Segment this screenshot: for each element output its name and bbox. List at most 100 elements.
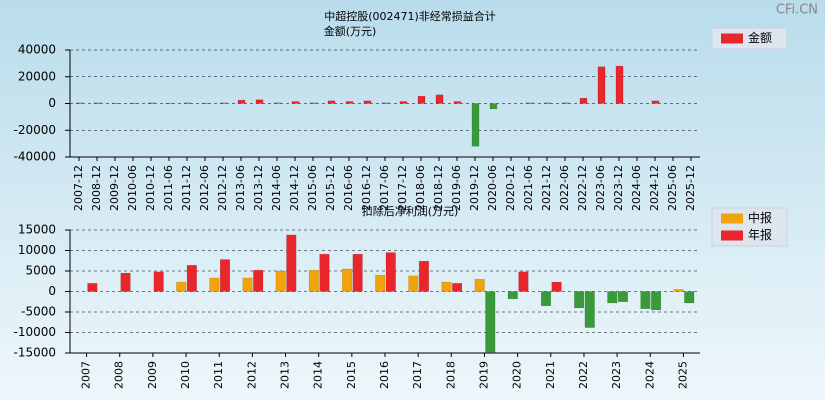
x-tick-label: 2023 <box>610 361 623 389</box>
x-tick-label: 2020-06 <box>486 165 499 211</box>
x-tick-label: 2012-06 <box>198 165 211 211</box>
bar <box>219 259 231 292</box>
x-tick-label: 2007-12 <box>72 165 85 211</box>
x-tick-label: 2014-06 <box>270 165 283 211</box>
bar <box>242 277 253 292</box>
x-tick-label: 2015-12 <box>324 165 337 211</box>
bar <box>120 272 131 292</box>
bar <box>561 102 570 104</box>
chart-title: 扣除后净利润(万元) <box>362 204 459 218</box>
bar <box>352 253 363 292</box>
bar <box>186 265 197 292</box>
y-tick-label: -10000 <box>13 325 56 339</box>
bar <box>607 291 618 304</box>
bar <box>327 100 336 104</box>
x-tick-label: 2021 <box>544 361 557 389</box>
x-tick-label: 2022-12 <box>576 165 589 211</box>
x-tick-label: 2008 <box>113 361 126 389</box>
x-tick-label: 2016-06 <box>342 165 355 211</box>
bar <box>93 102 102 104</box>
bar <box>309 102 318 104</box>
bar <box>408 275 419 292</box>
x-tick-label: 2011-06 <box>162 165 175 211</box>
x-tick-label: 2023-06 <box>594 165 607 211</box>
bar <box>651 100 660 104</box>
bar <box>651 291 662 311</box>
x-tick-label: 2017 <box>411 361 424 389</box>
bar <box>275 270 286 292</box>
y-tick-label: 15000 <box>18 223 56 237</box>
chart-title: 中超控股(002471)非经常损益合计 <box>324 9 496 23</box>
bar <box>176 281 187 292</box>
x-tick-label: 2021-06 <box>522 165 535 211</box>
y-tick-label: -15000 <box>13 346 56 360</box>
bar <box>518 271 529 292</box>
y-tick-label: 0 <box>48 96 56 110</box>
bar <box>597 66 606 104</box>
bar <box>183 102 192 104</box>
x-tick-label: 2013 <box>279 361 292 389</box>
y-tick-label: 5000 <box>25 264 56 278</box>
bar <box>435 94 444 104</box>
x-tick-label: 2021-12 <box>540 165 553 211</box>
y-tick-label: -40000 <box>13 150 56 164</box>
legend-box <box>711 27 788 50</box>
bar <box>453 101 462 104</box>
y-tick-label: -20000 <box>13 123 56 137</box>
bar <box>147 102 156 104</box>
x-tick-label: 2019-06 <box>450 165 463 211</box>
bar <box>75 102 84 104</box>
x-tick-label: 2013-06 <box>234 165 247 211</box>
bar <box>381 102 390 104</box>
bar <box>87 283 98 292</box>
bar <box>209 277 220 292</box>
bar <box>273 102 282 104</box>
bar <box>617 291 628 302</box>
legend-label: 中报 <box>748 210 772 225</box>
bar <box>574 291 585 309</box>
legend-label: 年报 <box>748 227 772 242</box>
bar <box>253 269 264 292</box>
x-tick-label: 2009 <box>146 361 159 389</box>
bar <box>673 289 684 292</box>
x-tick-label: 2013-12 <box>252 165 265 211</box>
x-tick-label: 2012-12 <box>216 165 229 211</box>
x-tick-label: 2020 <box>511 361 524 389</box>
legend-swatch <box>721 213 743 224</box>
bar <box>417 95 426 104</box>
bar <box>543 102 552 104</box>
x-tick-label: 2008-12 <box>90 165 103 211</box>
legend-swatch <box>721 230 743 241</box>
x-tick-label: 2016 <box>378 361 391 389</box>
x-tick-label: 2014-12 <box>288 165 301 211</box>
watermark: CFi.CN <box>776 3 818 18</box>
x-tick-label: 2016-12 <box>360 165 373 211</box>
bar <box>640 291 651 309</box>
bar <box>219 102 228 104</box>
legend-swatch <box>721 33 743 44</box>
x-tick-label: 2018-12 <box>432 165 445 211</box>
x-tick-label: 2011-12 <box>180 165 193 211</box>
bar <box>385 252 396 292</box>
bar <box>237 99 246 104</box>
x-tick-label: 2022 <box>577 361 590 389</box>
bar <box>551 281 562 292</box>
x-tick-label: 2009-12 <box>108 165 121 211</box>
x-tick-label: 2025-06 <box>666 165 679 211</box>
bar <box>684 291 695 304</box>
bar <box>341 268 353 292</box>
x-tick-label: 2022-06 <box>558 165 571 211</box>
bar <box>345 101 354 104</box>
bar <box>471 103 480 147</box>
bar <box>153 271 164 292</box>
chart-subtitle: 金额(万元) <box>324 24 377 38</box>
x-tick-label: 2007 <box>80 361 93 389</box>
x-tick-label: 2014 <box>312 361 325 389</box>
x-tick-label: 2015-06 <box>306 165 319 211</box>
x-tick-label: 2010 <box>179 361 192 389</box>
bar <box>255 99 264 104</box>
x-tick-label: 2024 <box>643 361 656 389</box>
x-tick-label: 2019-12 <box>468 165 481 211</box>
